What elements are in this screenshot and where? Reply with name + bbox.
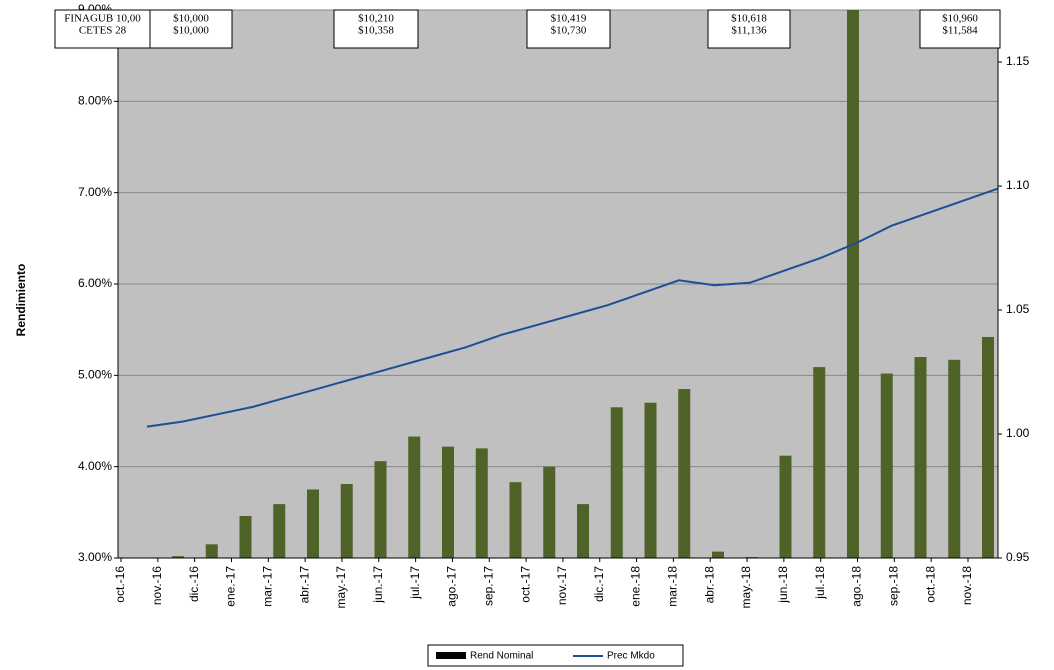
annotation-box xyxy=(149,9,233,49)
x-tick-label: ene.-18 xyxy=(629,566,643,607)
x-tick-label: jun.-18 xyxy=(776,566,790,604)
y2-tick-label: 1.15 xyxy=(1006,54,1030,68)
bar xyxy=(442,446,454,558)
bar xyxy=(273,504,286,558)
legend-box xyxy=(427,644,684,667)
y2-tick-label: 1.00 xyxy=(1006,426,1030,440)
bar xyxy=(374,461,387,558)
y-tick-label: 5.00% xyxy=(78,368,112,382)
bar xyxy=(644,402,657,558)
y-axis-title: Rendimiento xyxy=(14,264,28,337)
legend-label: Prec Mkdo xyxy=(607,651,655,662)
x-tick-label: jun.-17 xyxy=(371,566,385,604)
legend: Rend Nominal Prec Mkdo xyxy=(427,644,684,667)
x-tick-label: may.-18 xyxy=(739,566,753,609)
x-tick-label: ago.-17 xyxy=(445,566,459,607)
annotation-text: $10,210 xyxy=(358,13,394,25)
y-tick-label: 7.00% xyxy=(78,185,112,199)
x-tick-label: ene.-17 xyxy=(224,566,238,607)
x-tick-label: oct.-16 xyxy=(113,566,127,603)
annotation-box xyxy=(919,9,1001,49)
legend-swatch xyxy=(436,652,466,659)
y-tick-label: 6.00% xyxy=(78,276,112,290)
annotation-text: FINAGUB 10,00 xyxy=(64,13,141,25)
bar xyxy=(205,544,218,558)
x-tick-label: sep.-18 xyxy=(887,566,901,606)
x-tick-label: mar.-17 xyxy=(260,566,274,607)
bar xyxy=(610,407,623,558)
bar xyxy=(779,455,792,558)
annotation-text: $10,960 xyxy=(942,13,978,25)
lines xyxy=(146,187,998,428)
x-tick-label: nov.-16 xyxy=(150,566,164,605)
x-tick-label: dic.-16 xyxy=(187,566,201,602)
annotation-text: $10,000 xyxy=(173,25,209,37)
y2-tick-label: 0.95 xyxy=(1006,550,1030,564)
x-tick-label: mar.-18 xyxy=(666,566,680,607)
annotation-box xyxy=(333,9,419,49)
bar xyxy=(172,556,184,558)
bar xyxy=(239,515,252,558)
annotation-box xyxy=(707,9,791,49)
annotation-text: $10,618 xyxy=(731,13,767,25)
bar xyxy=(813,367,826,558)
x-tick-label: ago.-18 xyxy=(850,566,864,607)
line xyxy=(146,187,998,428)
annotation-text: $10,730 xyxy=(551,25,587,37)
legend-label: Rend Nominal xyxy=(470,651,533,662)
y-tick-label: 4.00% xyxy=(78,459,112,473)
x-tick-label: sep.-17 xyxy=(481,566,495,606)
annotation-box xyxy=(526,9,611,49)
y-tick-label: 3.00% xyxy=(78,550,112,564)
x-tick-label: abr.-18 xyxy=(702,566,716,604)
bar xyxy=(509,482,522,558)
bar xyxy=(880,373,893,558)
bar xyxy=(577,504,589,558)
annotation-box xyxy=(54,9,151,49)
annotation-text: $10,358 xyxy=(358,25,394,37)
x-tick-label: nov.-18 xyxy=(960,566,974,605)
y-tick-label: 8.00% xyxy=(78,94,112,108)
bars xyxy=(172,10,994,558)
bar xyxy=(340,484,353,558)
annotation-text: CETES 28 xyxy=(79,25,127,37)
x-tick-label: jul.-17 xyxy=(408,566,422,600)
axes: 3.00%4.00%5.00%6.00%7.00%8.00%9.00%0.951… xyxy=(78,2,1030,608)
x-tick-label: oct.-18 xyxy=(923,566,937,603)
y2-tick-label: 1.05 xyxy=(1006,302,1030,316)
annotation-text: $11,136 xyxy=(731,25,767,37)
x-tick-label: nov.-17 xyxy=(555,566,569,605)
x-tick-label: abr.-17 xyxy=(297,566,311,604)
annotation-text: $10,419 xyxy=(551,13,587,25)
x-tick-label: may.-17 xyxy=(334,566,348,609)
y2-tick-label: 1.10 xyxy=(1006,178,1030,192)
bar xyxy=(982,336,994,558)
x-tick-label: dic.-17 xyxy=(592,566,606,602)
annotation-text: $10,000 xyxy=(173,13,209,25)
bar xyxy=(948,359,961,558)
x-tick-label: oct.-17 xyxy=(518,566,532,603)
annotation-text: $11,584 xyxy=(942,25,978,37)
bar xyxy=(678,389,691,558)
x-tick-label: jul.-18 xyxy=(813,566,827,600)
bar xyxy=(408,436,421,558)
bar xyxy=(847,10,859,558)
bar xyxy=(543,466,556,558)
bar xyxy=(307,489,319,558)
bar xyxy=(712,551,724,558)
bar xyxy=(475,448,488,558)
bar xyxy=(914,357,927,558)
